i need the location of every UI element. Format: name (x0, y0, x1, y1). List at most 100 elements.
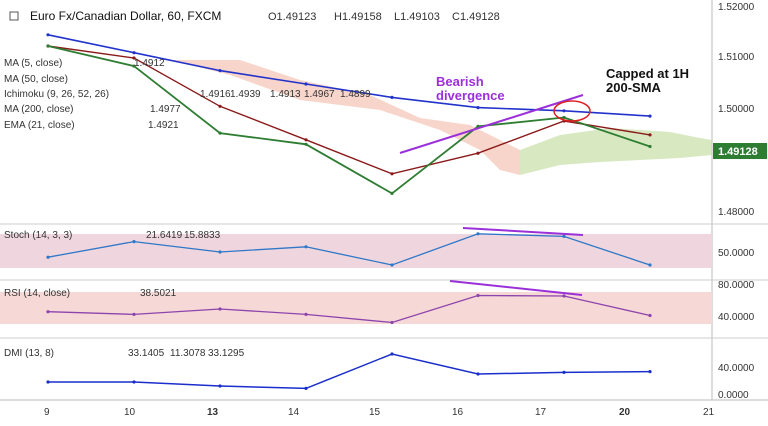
rsi-tick: 40.0000 (718, 312, 755, 323)
ma50-label[interactable]: MA (50, close) (4, 74, 68, 85)
price-line-point (648, 144, 652, 149)
rsi-line-point (218, 307, 222, 311)
stoch-tick: 50.0000 (718, 248, 755, 259)
stoch-k-line-point (132, 240, 136, 244)
rsi-line-point (476, 293, 480, 298)
price-tick: 1.50000 (718, 104, 755, 115)
dmi-value-1: 33.1405 (128, 348, 165, 359)
ichimoku-value-2: 1.4939 (230, 89, 261, 100)
ma200-line (47, 34, 651, 117)
dmi-tick: 0.0000 (718, 390, 749, 401)
stoch-k-line-point (648, 263, 652, 267)
stoch-k-line-point (390, 263, 394, 267)
ichimoku-label[interactable]: Ichimoku (9, 26, 52, 26) (4, 89, 109, 100)
price-tick: 1.48000 (718, 207, 755, 218)
ma200-label[interactable]: MA (200, close) (4, 104, 73, 115)
ohlc-high: H1.49158 (334, 11, 382, 23)
ichimoku-value-3: 1.4913 (270, 89, 301, 100)
x-tick: 13 (207, 407, 219, 418)
last-price-value: 1.49128 (718, 146, 758, 158)
ma200-line-point (476, 106, 480, 110)
dmi-adx-line-point (648, 370, 652, 374)
dmi-adx-line-point (476, 372, 480, 376)
stoch-k-line-point (476, 232, 480, 236)
dmi-adx-line-point (218, 384, 222, 388)
price-line (47, 45, 651, 195)
ema21-line-point (304, 138, 308, 142)
x-tick: 17 (535, 407, 547, 418)
dmi-label[interactable]: DMI (13, 8) (4, 348, 54, 359)
ema21-line-point (648, 133, 652, 137)
dmi-adx-line-point (304, 386, 308, 390)
rsi-line-point (132, 312, 136, 316)
rsi-value: 38.5021 (140, 288, 177, 299)
ema21-line-point (132, 56, 136, 60)
ma200-line-point (648, 114, 652, 118)
x-tick: 15 (369, 407, 381, 418)
rsi-line-point (304, 312, 308, 316)
x-tick: 10 (124, 407, 136, 418)
ma200-line-point (562, 109, 566, 113)
stoch-line-group (46, 232, 652, 267)
price-line-point (132, 64, 136, 68)
rsi-line-point (648, 313, 652, 318)
collapse-icon[interactable] (9, 11, 19, 21)
ma200-line-point (132, 51, 136, 55)
ema21-value: 1.4921 (148, 120, 179, 131)
symbol-title[interactable]: Euro Fx/Canadian Dollar, 60, FXCM (30, 9, 221, 23)
stoch-d-value: 15.8833 (184, 230, 221, 241)
dmi-adx-line (48, 353, 651, 390)
stoch-label[interactable]: Stoch (14, 3, 3) (4, 230, 72, 241)
capped-label-line1: Capped at 1H (606, 66, 689, 81)
ohlc-close: C1.49128 (452, 11, 500, 23)
ema21-line-point (218, 104, 222, 108)
dmi-adx-line-point (562, 370, 566, 374)
bearish-divergence-trendline (399, 94, 584, 154)
ema21-line (47, 45, 651, 175)
bearish-label-line2: divergence (436, 88, 505, 103)
ichimoku-value-1: 1.4916 (200, 89, 231, 100)
stoch-k-line (47, 233, 651, 266)
x-tick: 9 (44, 407, 50, 418)
ma200-line-point (390, 95, 394, 99)
ichimoku-value-5: 1.4899 (340, 89, 371, 100)
rsi-tick: 80.0000 (718, 280, 755, 291)
ema21-label[interactable]: EMA (21, close) (4, 120, 75, 131)
stoch-divergence-line (462, 227, 584, 236)
ma5-label[interactable]: MA (5, close) (4, 58, 62, 69)
capped-label-line2: 200-SMA (606, 80, 662, 95)
capped-highlight-circle (553, 100, 591, 122)
ma200-value: 1.4977 (150, 104, 181, 115)
x-tick: 21 (703, 407, 715, 418)
ichimoku-value-4: 1.4967 (304, 89, 335, 100)
price-line-point (46, 44, 50, 48)
rsi-line-point (562, 294, 566, 298)
stoch-k-line-point (46, 255, 50, 259)
ma200-line-group (46, 33, 652, 118)
stoch-k-line-point (562, 234, 566, 238)
price-line-point (390, 191, 394, 195)
bearish-label-line1: Bearish (436, 74, 484, 89)
x-tick: 14 (288, 407, 300, 418)
ema21-line-point (390, 172, 394, 176)
price-line-group (46, 44, 652, 195)
dmi-adx-line-point (390, 352, 394, 356)
price-line-point (304, 142, 308, 146)
price-tick: 1.51000 (718, 52, 755, 63)
ichimoku-cloud-green (520, 128, 712, 175)
ma200-line-point (46, 33, 50, 37)
ma200-line-point (304, 82, 308, 86)
rsi-label[interactable]: RSI (14, close) (4, 288, 70, 299)
x-tick: 20 (619, 407, 631, 418)
stoch-k-line-point (304, 245, 308, 249)
ma200-line-point (218, 69, 222, 73)
x-tick: 16 (452, 407, 464, 418)
dmi-adx-line-point (46, 380, 50, 384)
ema21-line-point (476, 151, 480, 155)
ohlc-low: L1.49103 (394, 11, 440, 23)
rsi-line (47, 294, 651, 324)
stoch-k-value: 21.6419 (146, 230, 183, 241)
stoch-k-line-point (218, 250, 222, 254)
